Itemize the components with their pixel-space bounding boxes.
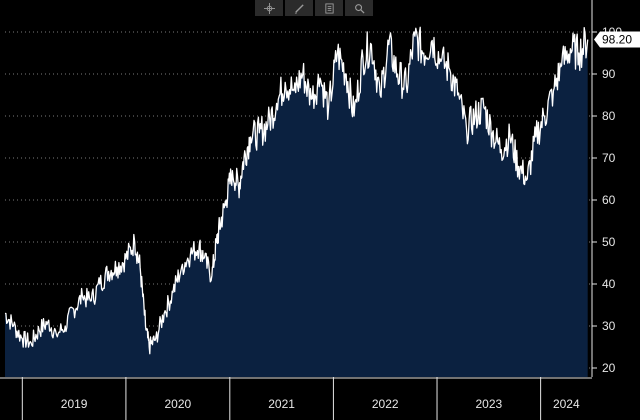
y-tick-label: 80 xyxy=(602,109,616,123)
zoom-tool-button[interactable] xyxy=(345,0,373,16)
crosshair-icon xyxy=(263,2,275,14)
y-tick-label: 50 xyxy=(602,235,616,249)
last-value-text: 98.20 xyxy=(602,33,632,47)
last-value-tag xyxy=(594,31,640,48)
x-tick-label: 2024 xyxy=(553,397,580,411)
magnifier-icon xyxy=(354,3,365,14)
draw-tool-button[interactable] xyxy=(285,0,313,16)
price-area xyxy=(5,27,588,378)
x-tick-label: 2023 xyxy=(475,397,502,411)
pencil-icon xyxy=(294,3,304,14)
y-tick-label: 90 xyxy=(602,67,616,81)
notes-tool-button[interactable] xyxy=(315,0,343,16)
x-tick-label: 2021 xyxy=(268,397,295,411)
x-tick-label: 2019 xyxy=(61,397,88,411)
chart-toolbar xyxy=(255,0,373,16)
x-tick-label: 2020 xyxy=(165,397,192,411)
x-axis: 2019 2020 2021 2022 2023 2024 xyxy=(0,377,592,420)
y-tick-label: 30 xyxy=(602,319,616,333)
document-icon xyxy=(324,2,334,14)
y-tick-label: 20 xyxy=(602,361,616,375)
y-tick-label: 70 xyxy=(602,151,616,165)
x-tick-label: 2022 xyxy=(372,397,399,411)
crosshair-tool-button[interactable] xyxy=(255,0,283,16)
y-tick-label: 40 xyxy=(602,277,616,291)
price-line xyxy=(4,26,589,355)
y-tick-label: 60 xyxy=(602,193,616,207)
last-value-label: 98.20 xyxy=(594,31,640,48)
